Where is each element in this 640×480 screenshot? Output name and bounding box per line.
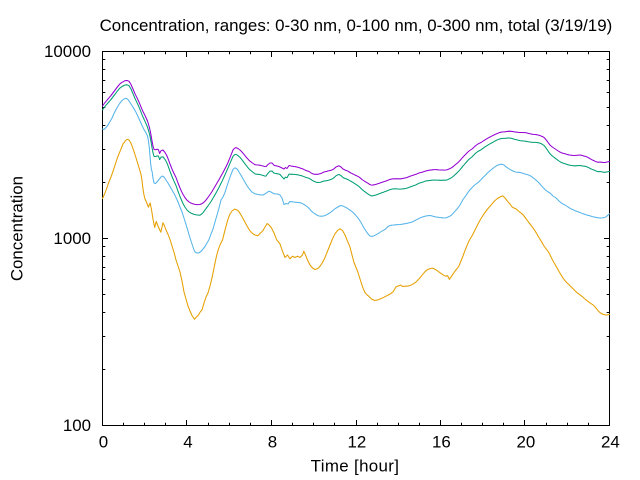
svg-text:Concentration: Concentration	[8, 176, 27, 281]
svg-text:16: 16	[432, 432, 451, 451]
svg-text:Time [hour]: Time [hour]	[311, 457, 400, 476]
svg-text:4: 4	[183, 432, 192, 451]
svg-text:1000: 1000	[53, 229, 91, 248]
svg-text:100: 100	[63, 416, 91, 435]
svg-text:8: 8	[268, 432, 277, 451]
svg-text:12: 12	[348, 432, 367, 451]
svg-text:20: 20	[517, 432, 536, 451]
svg-text:0: 0	[99, 432, 108, 451]
svg-text:Concentration, ranges: 0-30 nm: Concentration, ranges: 0-30 nm, 0-100 nm…	[100, 16, 613, 35]
svg-text:24: 24	[601, 432, 620, 451]
svg-text:10000: 10000	[44, 42, 91, 61]
